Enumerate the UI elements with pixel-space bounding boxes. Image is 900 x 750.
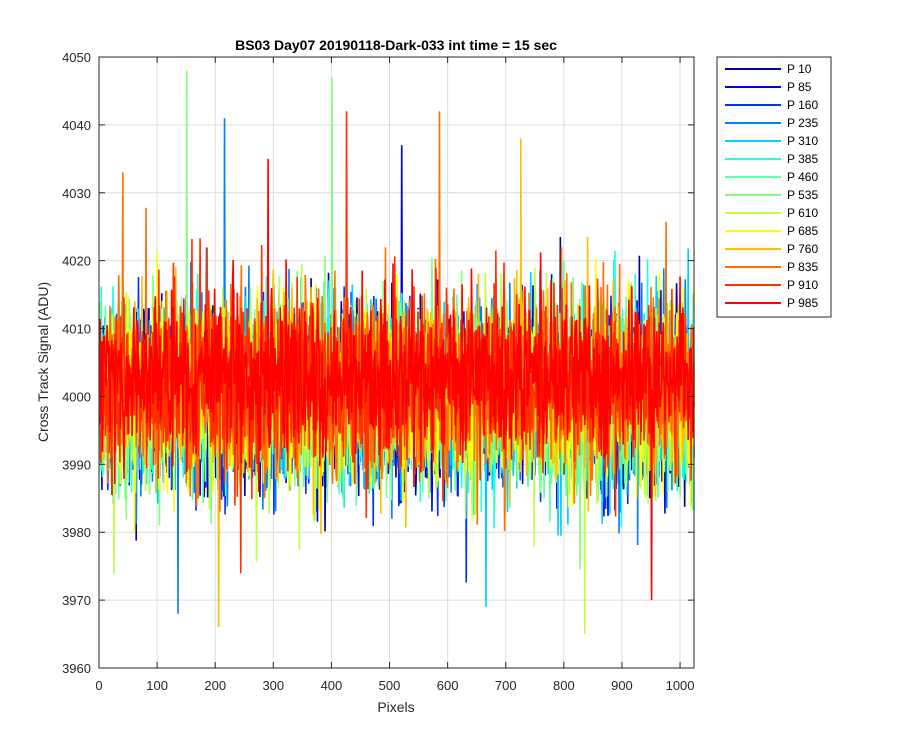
x-tick-label: 700 [495,678,517,693]
legend-label: P 910 [787,278,818,292]
x-tick-label: 600 [437,678,459,693]
y-tick-label: 4010 [62,322,91,337]
plot-area-frame [98,56,695,669]
x-tick-label: 300 [262,678,284,693]
legend-label: P 985 [787,296,818,310]
x-tick-label: 0 [95,678,102,693]
x-tick-label: 1000 [666,678,695,693]
x-tick-label: 800 [553,678,575,693]
legend-label: P 610 [787,206,818,220]
series-line-p-985 [98,158,695,601]
y-tick-label: 3980 [62,525,91,540]
y-axis-label: Cross Track Signal (ADU) [35,282,51,442]
plot-series [98,70,695,635]
y-tick-label: 3990 [62,457,91,472]
legend-label: P 10 [787,62,812,76]
legend-label: P 760 [787,242,818,256]
legend-label: P 835 [787,260,818,274]
legend-label: P 535 [787,188,818,202]
legend-label: P 310 [787,134,818,148]
legend-label: P 460 [787,170,818,184]
y-tick-label: 4020 [62,254,91,269]
x-axis-label: Pixels [377,699,414,715]
legend-label: P 235 [787,116,818,130]
axis-ticks: 0 100 200 300 400 500 600 700 800 900 1000 3960 3970… [62,50,694,693]
y-tick-label: 4030 [62,186,91,201]
x-tick-label: 100 [146,678,168,693]
legend-label: P 385 [787,152,818,166]
y-tick-label: 4040 [62,118,91,133]
chart-title: BS03 Day07 20190118-Dark-033 int time = … [235,37,557,53]
legend-label: P 685 [787,224,818,238]
x-tick-label: 200 [204,678,226,693]
y-tick-label: 3960 [62,661,91,676]
x-tick-label: 900 [611,678,633,693]
legend-label: P 85 [787,80,812,94]
x-tick-label: 500 [379,678,401,693]
y-tick-label: 3970 [62,593,91,608]
legend-label: P 160 [787,98,818,112]
x-tick-label: 400 [321,678,343,693]
legend-box [716,56,832,318]
y-tick-label: 4050 [62,50,91,65]
y-tick-label: 4000 [62,389,91,404]
legend: P 10 P 85 P 160 P 235 P 310 P 385 P 460 P 535 P … [716,56,832,318]
